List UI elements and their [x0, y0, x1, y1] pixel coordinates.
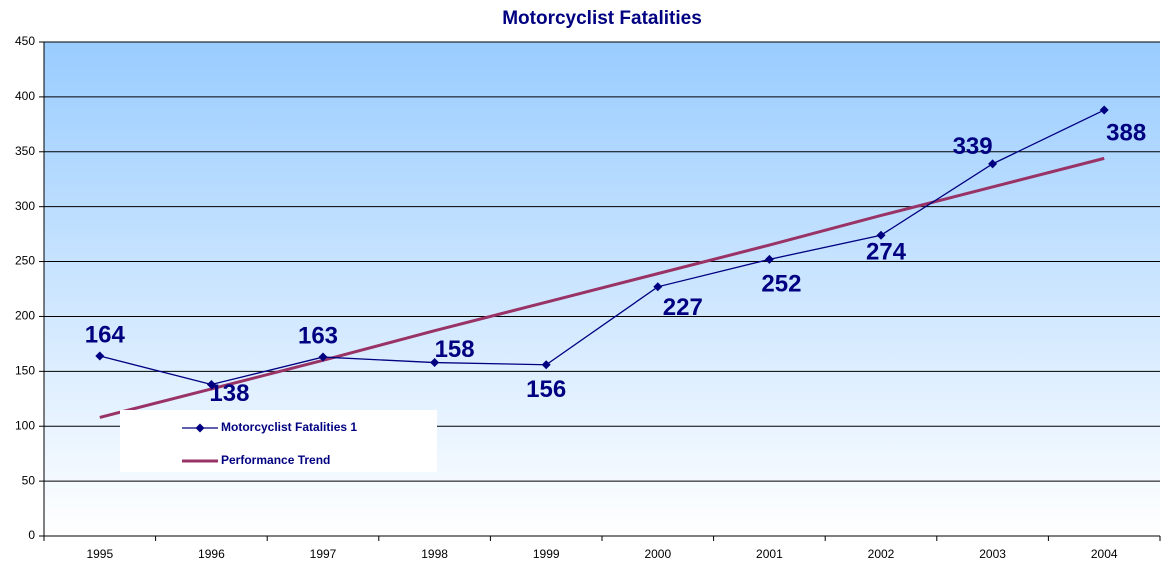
data-point [541, 360, 551, 370]
y-tick-label: 350 [15, 144, 35, 158]
legend-label: Motorcyclist Fatalities 1 [221, 420, 357, 434]
y-tick-label: 400 [15, 89, 35, 103]
data-point [764, 254, 774, 264]
data-label: 138 [209, 380, 249, 407]
legend-box [120, 410, 437, 472]
x-tick-label: 1997 [310, 547, 337, 561]
data-point [430, 358, 440, 368]
data-label: 388 [1106, 119, 1146, 146]
y-tick-label: 150 [15, 364, 35, 378]
data-label: 339 [953, 133, 993, 160]
data-point [988, 159, 998, 169]
data-point [1099, 105, 1109, 115]
data-label: 274 [866, 239, 907, 266]
chart-title: Motorcyclist Fatalities [502, 8, 702, 29]
data-label: 252 [761, 271, 801, 298]
data-label: 163 [298, 322, 338, 349]
y-tick-label: 100 [15, 418, 35, 432]
data-label: 158 [435, 336, 475, 363]
data-point [206, 380, 216, 390]
y-tick-label: 50 [22, 473, 36, 487]
series-line [99, 109, 1105, 386]
series-line [99, 156, 1105, 419]
data-point [876, 230, 886, 240]
legend-marker [195, 423, 205, 433]
y-tick-label: 300 [15, 199, 35, 213]
x-tick-label: 2003 [979, 547, 1006, 561]
data-point [318, 352, 328, 362]
legend-label: Performance Trend [221, 453, 330, 467]
data-label: 227 [663, 294, 703, 321]
y-tick-label: 0 [28, 528, 35, 542]
x-tick-label: 2001 [756, 547, 783, 561]
data-point [653, 282, 663, 292]
x-tick-label: 1998 [421, 547, 448, 561]
y-tick-label: 450 [15, 34, 35, 48]
data-label: 156 [526, 376, 566, 403]
x-tick-label: 2000 [644, 547, 671, 561]
x-tick-label: 1995 [86, 547, 113, 561]
y-tick-label: 200 [15, 309, 35, 323]
x-tick-label: 2004 [1091, 547, 1118, 561]
x-tick-label: 2002 [868, 547, 895, 561]
data-label: 164 [85, 321, 126, 348]
data-point [95, 351, 105, 361]
x-tick-label: 1996 [198, 547, 225, 561]
x-tick-label: 1999 [533, 547, 560, 561]
y-tick-label: 250 [15, 254, 35, 268]
